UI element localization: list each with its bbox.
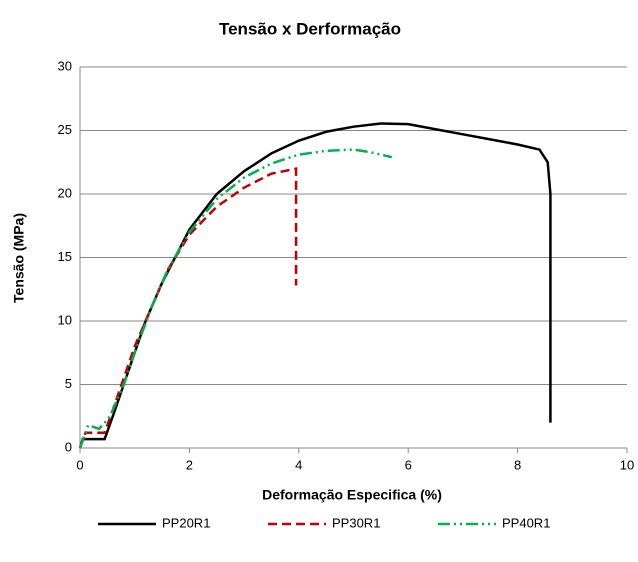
series-line — [78, 148, 393, 449]
y-tick-label: 30 — [58, 58, 72, 73]
x-tick-label: 2 — [186, 457, 193, 472]
x-tick-label: 6 — [405, 457, 412, 472]
series-line — [78, 122, 552, 449]
y-tick-label: 20 — [58, 185, 72, 200]
y-tick-label: 10 — [58, 312, 72, 327]
x-tick-label: 4 — [295, 457, 302, 472]
legend-label: PP40R1 — [502, 515, 550, 530]
x-tick-label: 10 — [620, 457, 634, 472]
series-line — [78, 167, 298, 449]
y-tick-label: 5 — [65, 376, 72, 391]
x-tick-label: 0 — [76, 457, 83, 472]
y-tick-label: 25 — [58, 122, 72, 137]
x-axis-title: Deformação Especifica (%) — [262, 487, 442, 503]
y-axis-title: Tensão (MPa) — [11, 213, 27, 303]
legend-label: PP20R1 — [162, 515, 210, 530]
chart-title: Tensão x Derformação — [219, 19, 401, 38]
y-tick-label: 0 — [65, 439, 72, 454]
y-tick-label: 15 — [58, 249, 72, 264]
x-tick-label: 8 — [514, 457, 521, 472]
legend-label: PP30R1 — [332, 515, 380, 530]
